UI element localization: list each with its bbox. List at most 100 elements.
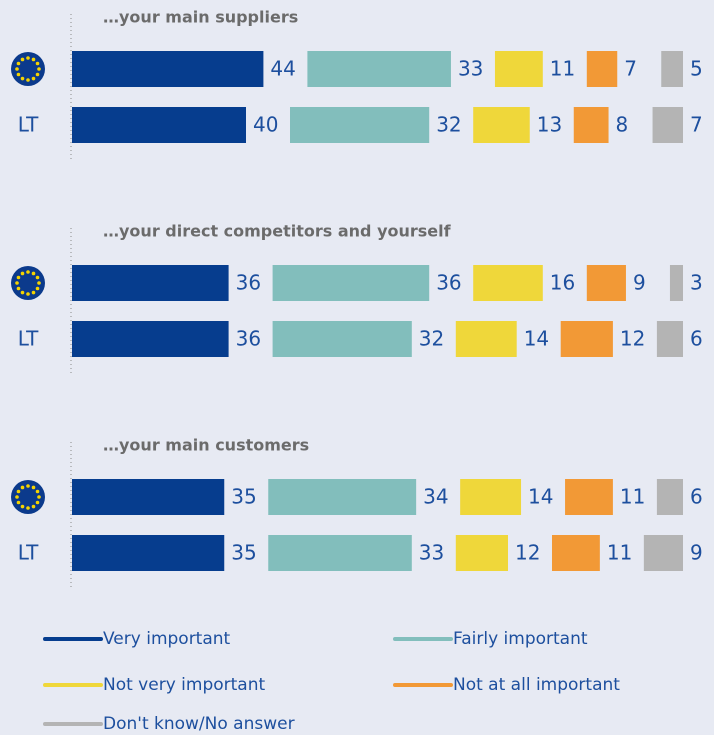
eu-flag-star	[26, 484, 30, 488]
bar-segment	[272, 321, 412, 357]
bar-segment	[586, 51, 618, 87]
value-label: 8	[616, 113, 629, 137]
value-label: 35	[231, 541, 256, 565]
bar-segment	[72, 479, 225, 515]
bar-segment	[455, 535, 508, 571]
eu-flag-star	[20, 290, 25, 295]
eu-flag-star	[31, 290, 36, 295]
eu-flag-star	[26, 270, 30, 274]
bar-segment	[656, 479, 683, 515]
eu-flag-star	[15, 495, 19, 499]
value-label: 5	[690, 57, 703, 81]
bar-segment	[573, 107, 609, 143]
eu-flag	[11, 52, 45, 86]
bar-segment	[72, 321, 229, 357]
category-label: LT	[18, 541, 39, 565]
bar-segment	[290, 107, 430, 143]
bar-segment	[565, 479, 613, 515]
eu-flag-star	[37, 67, 41, 71]
eu-flag-star	[37, 281, 41, 285]
eu-flag-star	[16, 275, 21, 280]
bar-segment	[652, 107, 683, 143]
eu-flag-star	[16, 500, 21, 505]
eu-flag-star	[16, 489, 21, 494]
value-label: 7	[624, 57, 637, 81]
eu-flag-star	[20, 76, 25, 81]
eu-flag-star	[16, 61, 21, 66]
eu-flag-star	[35, 286, 40, 291]
bar-segment	[669, 265, 683, 301]
bar-segment	[455, 321, 517, 357]
bar-segment	[494, 51, 543, 87]
bar-segment	[473, 107, 530, 143]
bar-segment	[560, 321, 613, 357]
group-title: …your main suppliers	[103, 8, 298, 27]
eu-flag-star	[20, 57, 25, 62]
value-label: 35	[231, 485, 256, 509]
value-label: 36	[436, 271, 461, 295]
eu-flag-star	[26, 56, 30, 60]
eu-flag-star	[31, 57, 36, 62]
value-label: 11	[607, 541, 632, 565]
category-label: LT	[18, 113, 39, 137]
bar-segment	[307, 51, 451, 87]
value-label: 14	[528, 485, 553, 509]
eu-flag	[11, 266, 45, 300]
value-label: 12	[515, 541, 540, 565]
bar-segment	[460, 479, 522, 515]
eu-flag-star	[16, 286, 21, 291]
bar-segment	[72, 51, 264, 87]
value-label: 32	[436, 113, 461, 137]
bar-segment	[268, 535, 412, 571]
eu-flag-star	[31, 485, 36, 490]
bar-segment	[268, 479, 417, 515]
group-title: …your main customers	[103, 436, 309, 455]
eu-flag-star	[35, 275, 40, 280]
eu-flag-star	[15, 67, 19, 71]
eu-flag-star	[35, 72, 40, 77]
eu-flag-star	[35, 61, 40, 66]
eu-flag-star	[16, 72, 21, 77]
bar-segment	[586, 265, 626, 301]
legend-label: Not at all important	[453, 675, 620, 695]
eu-flag-star	[37, 495, 41, 499]
eu-flag-star	[20, 271, 25, 276]
value-label: 33	[458, 57, 483, 81]
legend-label: Not very important	[103, 675, 265, 695]
bar-segment	[72, 535, 225, 571]
bar-segment	[72, 265, 229, 301]
value-label: 6	[690, 327, 703, 351]
value-label: 33	[419, 541, 444, 565]
value-label: 36	[236, 271, 261, 295]
value-label: 12	[620, 327, 645, 351]
value-label: 44	[270, 57, 295, 81]
eu-flag	[11, 480, 45, 514]
value-label: 32	[419, 327, 444, 351]
value-label: 11	[550, 57, 575, 81]
value-label: 14	[524, 327, 549, 351]
value-label: 36	[236, 327, 261, 351]
legend-label: Don't know/No answer	[103, 714, 295, 734]
value-label: 11	[620, 485, 645, 509]
value-label: 40	[253, 113, 278, 137]
eu-flag-star	[35, 489, 40, 494]
category-label: LT	[18, 327, 39, 351]
eu-flag-star	[31, 504, 36, 509]
eu-flag-star	[26, 292, 30, 296]
value-label: 9	[633, 271, 646, 295]
eu-flag-star	[20, 504, 25, 509]
eu-flag-star	[35, 500, 40, 505]
eu-flag-star	[31, 271, 36, 276]
bar-segment	[661, 51, 683, 87]
legend-label: Fairly important	[453, 629, 588, 649]
eu-flag-star	[31, 76, 36, 81]
bar-segment	[72, 107, 246, 143]
value-label: 13	[537, 113, 562, 137]
value-label: 6	[690, 485, 703, 509]
value-label: 7	[690, 113, 703, 137]
bar-segment	[656, 321, 683, 357]
legend-label: Very important	[103, 629, 231, 649]
bar-segment	[643, 535, 683, 571]
